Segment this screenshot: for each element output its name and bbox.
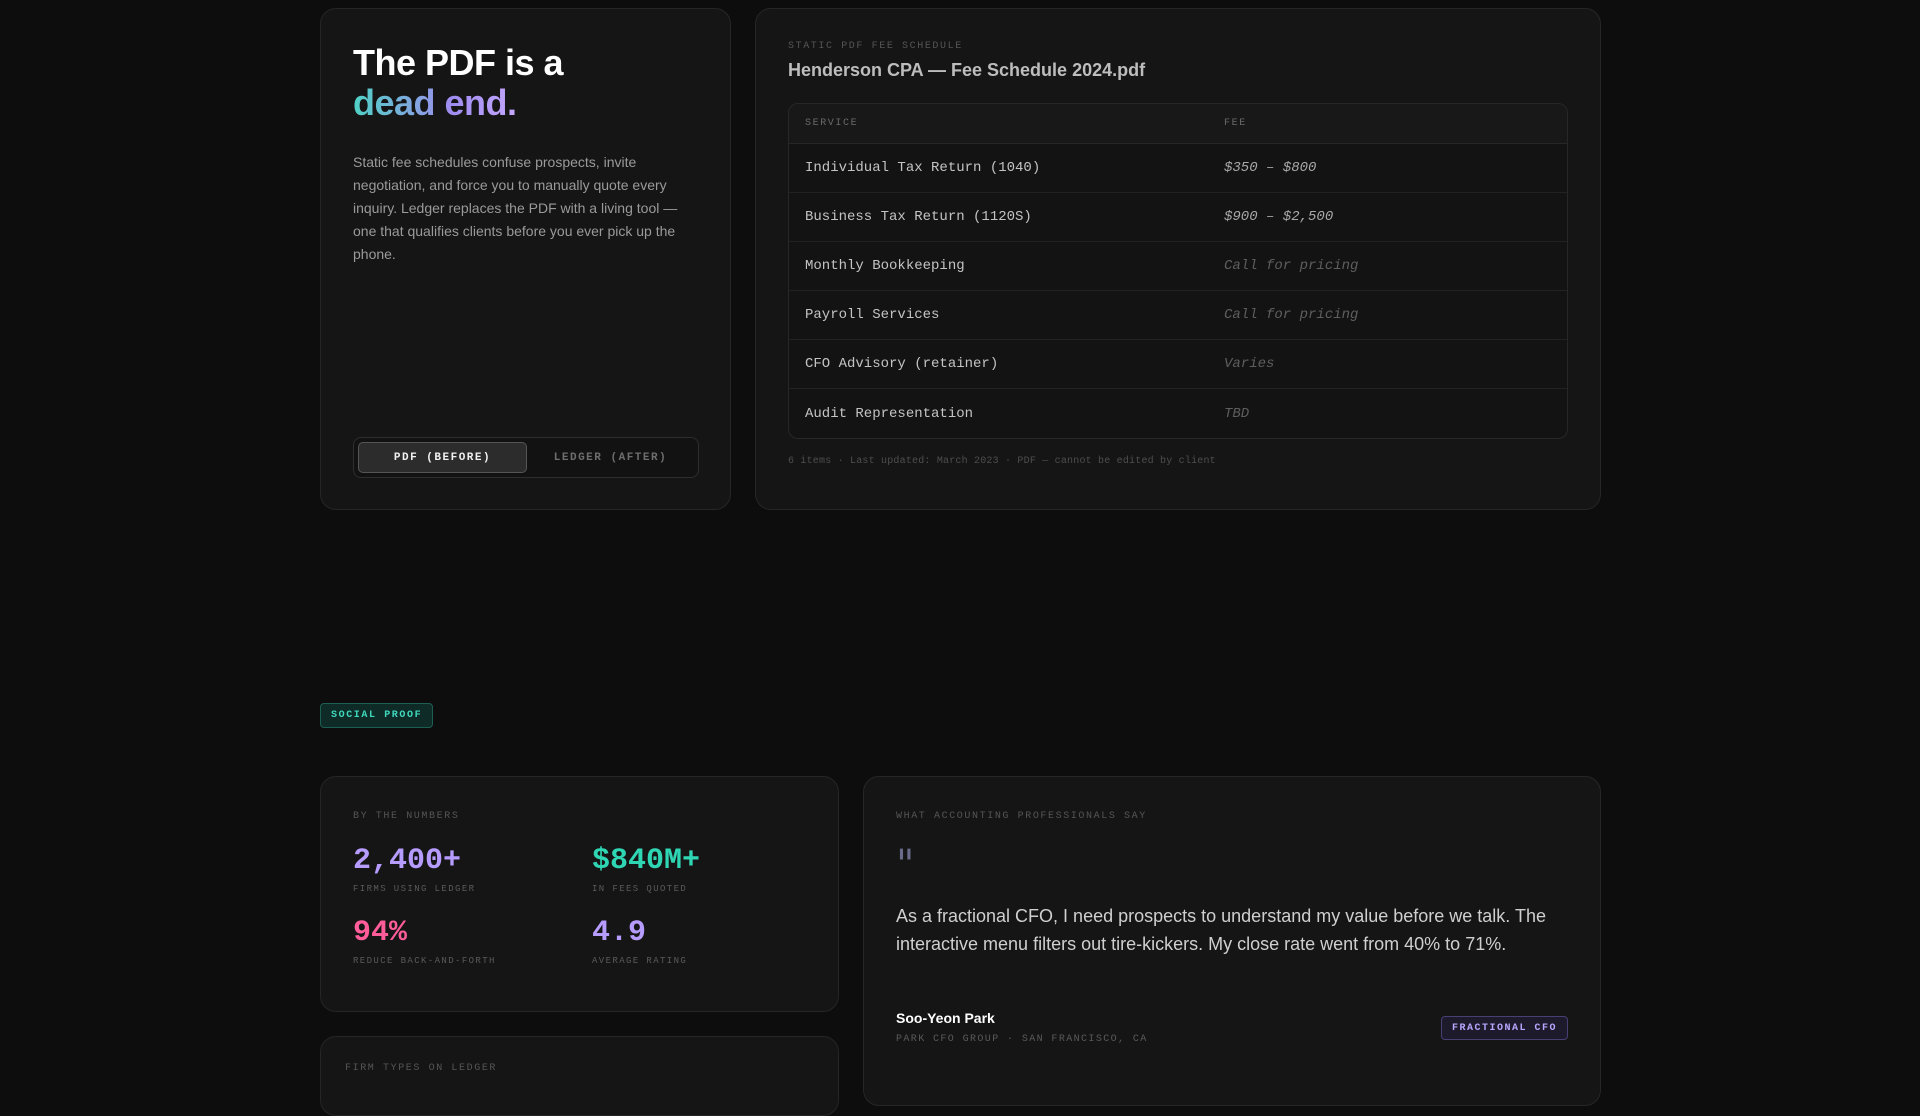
stat-reduce: 94% REDUCE BACK-AND-FORTH <box>353 916 592 966</box>
column-header-fee: FEE <box>1224 118 1247 129</box>
pdf-eyebrow: STATIC PDF FEE SCHEDULE <box>788 41 963 52</box>
table-row: Business Tax Return (1120S) $900 – $2,50… <box>789 193 1567 242</box>
before-after-toggle: PDF (BEFORE) LEDGER (AFTER) <box>353 437 699 478</box>
fee-table: SERVICE FEE Individual Tax Return (1040)… <box>788 103 1568 439</box>
service-cell: Payroll Services <box>805 307 940 323</box>
testimonial-quote: As a fractional CFO, I need prospects to… <box>896 906 1547 954</box>
table-row: Payroll Services Call for pricing <box>789 291 1567 340</box>
stat-label: IN FEES QUOTED <box>592 884 688 894</box>
toggle-ledger-after[interactable]: LEDGER (AFTER) <box>553 451 668 464</box>
author-name: Soo-Yeon Park <box>896 1010 995 1026</box>
testimonial-card: WHAT ACCOUNTING PROFESSIONALS SAY " As a… <box>863 776 1601 1106</box>
pdf-footer-note: 6 items · Last updated: March 2023 · PDF… <box>788 456 1216 467</box>
table-row: Monthly Bookkeeping Call for pricing <box>789 242 1567 291</box>
stat-rating: 4.9 AVERAGE RATING <box>592 916 792 966</box>
service-cell: Monthly Bookkeeping <box>805 258 965 274</box>
author-org: PARK CFO GROUP · SAN FRANCISCO, CA <box>896 1034 1148 1045</box>
stat-label: FIRMS USING LEDGER <box>353 884 476 894</box>
toggle-pdf-before[interactable]: PDF (BEFORE) <box>358 442 527 473</box>
social-proof-badge: SOCIAL PROOF <box>320 703 434 728</box>
stat-fees: $840M+ IN FEES QUOTED <box>592 844 792 894</box>
table-row: CFO Advisory (retainer) Varies <box>789 340 1567 389</box>
firm-types-card: FIRM TYPES ON LEDGER <box>320 1036 839 1116</box>
service-cell: Audit Representation <box>805 405 974 422</box>
role-badge: FRACTIONAL CFO <box>1440 1016 1568 1040</box>
stat-label: REDUCE BACK-AND-FORTH <box>353 956 496 966</box>
table-row: Individual Tax Return (1040) $350 – $800 <box>789 144 1567 193</box>
stat-value: 94% <box>353 916 408 950</box>
hero-card: The PDF is a dead end. Static fee schedu… <box>320 8 731 510</box>
stats-grid: 2,400+ FIRMS USING LEDGER $840M+ IN FEES… <box>353 844 806 966</box>
stat-label: AVERAGE RATING <box>592 956 688 966</box>
testimonial-author: Soo-Yeon Park PARK CFO GROUP · SAN FRANC… <box>896 1010 1148 1045</box>
pdf-preview-card: STATIC PDF FEE SCHEDULE Henderson CPA — … <box>755 8 1601 510</box>
stats-card: BY THE NUMBERS 2,400+ FIRMS USING LEDGER… <box>320 776 839 1012</box>
stat-value: 4.9 <box>592 916 647 950</box>
stat-firms: 2,400+ FIRMS USING LEDGER <box>353 844 592 894</box>
column-header-service: SERVICE <box>805 118 859 129</box>
service-cell: Individual Tax Return (1040) <box>805 160 1041 176</box>
stat-value: 2,400+ <box>353 844 462 878</box>
fee-table-header: SERVICE FEE <box>789 104 1567 144</box>
testimonial-eyebrow: WHAT ACCOUNTING PROFESSIONALS SAY <box>896 811 1147 822</box>
fee-cell: $900 – $2,500 <box>1224 209 1334 225</box>
pdf-title: Henderson CPA — Fee Schedule 2024.pdf <box>788 60 1146 80</box>
hero-title-highlight: dead end. <box>353 82 517 123</box>
fee-cell: $350 – $800 <box>1224 160 1317 176</box>
stat-value: $840M+ <box>592 844 701 878</box>
hero-description: Static fee schedules confuse prospects, … <box>353 154 678 262</box>
hero-title: The PDF is a dead end. <box>353 43 698 123</box>
fee-cell: Call for pricing <box>1224 307 1359 323</box>
stats-eyebrow: BY THE NUMBERS <box>353 811 460 822</box>
hero-title-line1: The PDF is a <box>353 42 564 83</box>
service-cell: Business Tax Return (1120S) <box>805 209 1032 225</box>
fee-cell: TBD <box>1224 405 1250 422</box>
service-cell: CFO Advisory (retainer) <box>805 356 999 372</box>
table-row: Audit Representation TBD <box>789 389 1567 438</box>
fee-cell: Call for pricing <box>1224 258 1359 274</box>
firm-types-eyebrow: FIRM TYPES ON LEDGER <box>345 1063 498 1074</box>
fee-cell: Varies <box>1224 356 1275 372</box>
quote-mark-icon: " <box>896 842 915 888</box>
